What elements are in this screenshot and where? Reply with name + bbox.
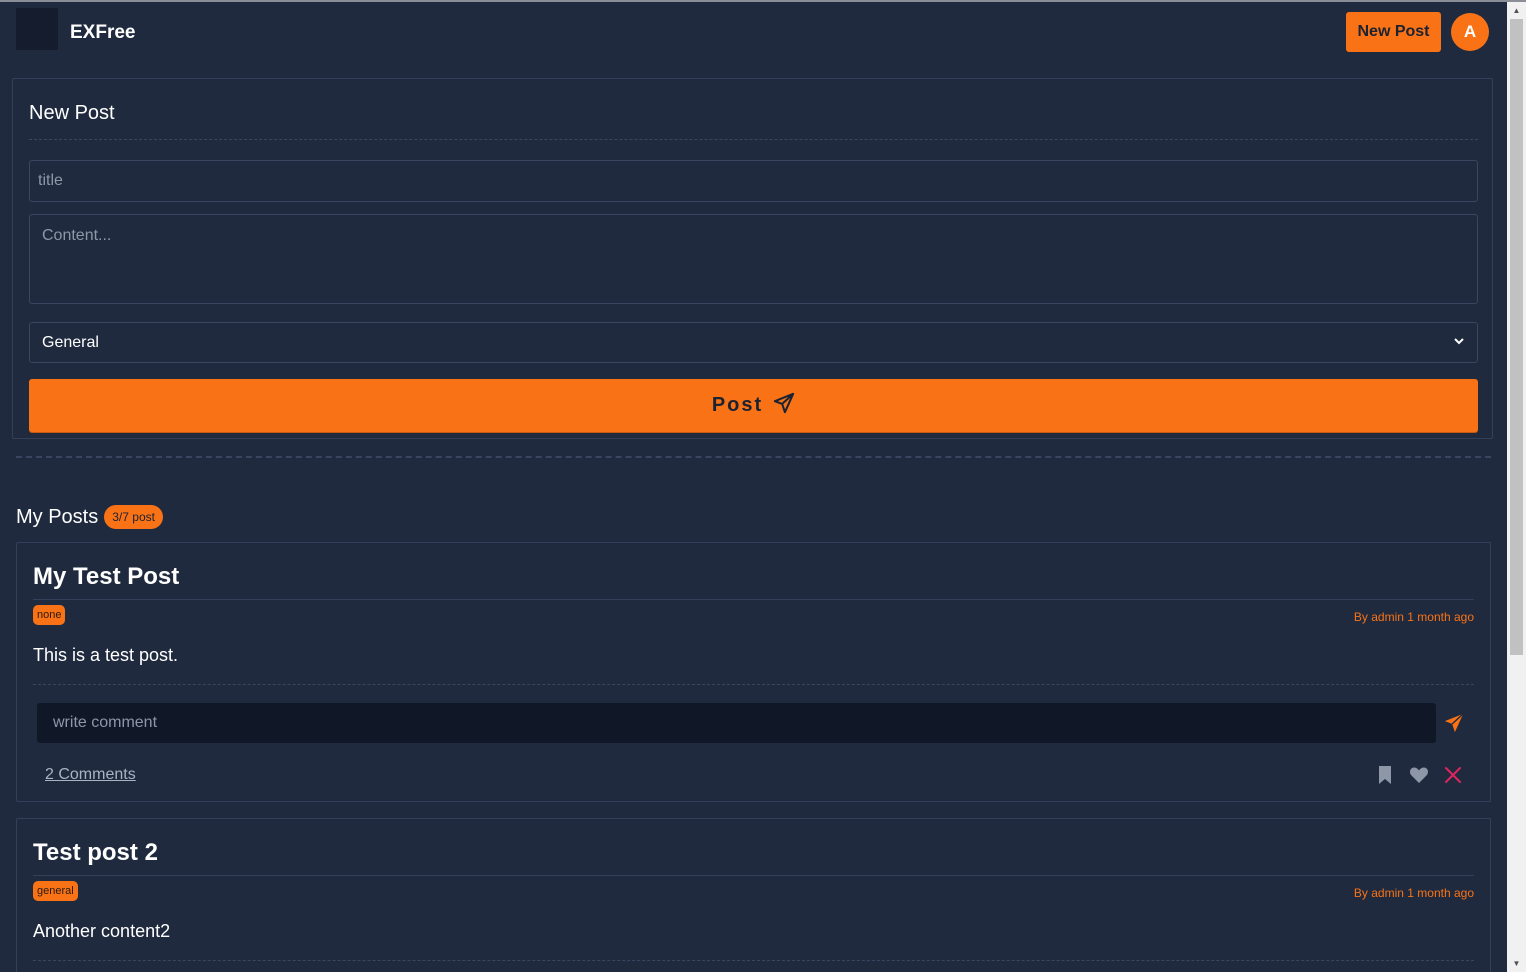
post-byline: By admin 1 month ago <box>1353 886 1474 900</box>
post-tag[interactable]: general <box>33 881 78 901</box>
scroll-up-arrow-icon[interactable]: ▲ <box>1512 6 1521 15</box>
my-posts-title: My Posts <box>16 505 99 528</box>
post-submit-button[interactable]: Post <box>29 379 1478 432</box>
post-title-rule <box>33 875 1474 876</box>
category-select[interactable]: General <box>29 322 1478 363</box>
post-divider <box>33 960 1474 961</box>
form-title: New Post <box>29 102 115 124</box>
section-divider <box>16 456 1491 458</box>
post-divider <box>33 684 1474 685</box>
scroll-thumb[interactable] <box>1510 19 1523 655</box>
my-posts-heading: My Posts 3/7 post <box>16 505 163 529</box>
post-body: Another content2 <box>33 921 171 941</box>
window-top-border <box>0 0 1526 2</box>
category-selected-value: General <box>42 333 99 351</box>
comment-input[interactable] <box>37 703 1436 743</box>
bookmark-icon[interactable] <box>1375 765 1395 785</box>
new-post-form <box>12 78 1493 439</box>
post-card: My Test Post none By admin 1 month ago T… <box>16 542 1491 802</box>
send-icon[interactable] <box>1443 712 1465 734</box>
content-input[interactable] <box>29 214 1478 304</box>
post-title-rule <box>33 599 1474 600</box>
comments-link[interactable]: 2 Comments <box>45 766 136 783</box>
close-icon[interactable] <box>1443 765 1463 785</box>
heart-icon[interactable] <box>1409 765 1429 785</box>
post-byline: By admin 1 month ago <box>1353 610 1474 624</box>
post-submit-label: Post <box>711 394 764 416</box>
page-scrollbar[interactable]: ▲ ▼ <box>1507 2 1526 972</box>
post-tag[interactable]: none <box>33 605 66 625</box>
avatar[interactable]: A <box>1451 13 1489 51</box>
divider <box>29 139 1478 140</box>
post-count-badge: 3/7 post <box>104 505 163 529</box>
header: EXFree New Post A <box>0 2 1506 64</box>
send-icon <box>773 392 795 420</box>
post-body: This is a test post. <box>33 645 179 665</box>
title-input[interactable] <box>29 160 1478 202</box>
post-card: Test post 2 general By admin 1 month ago… <box>16 818 1491 972</box>
chevron-down-icon <box>1453 335 1465 350</box>
post-title[interactable]: Test post 2 <box>33 839 158 866</box>
logo[interactable] <box>16 8 58 50</box>
brand-name[interactable]: EXFree <box>70 22 136 43</box>
new-post-button[interactable]: New Post <box>1346 12 1441 52</box>
scroll-down-arrow-icon[interactable]: ▼ <box>1512 959 1521 968</box>
post-title[interactable]: My Test Post <box>33 563 180 590</box>
